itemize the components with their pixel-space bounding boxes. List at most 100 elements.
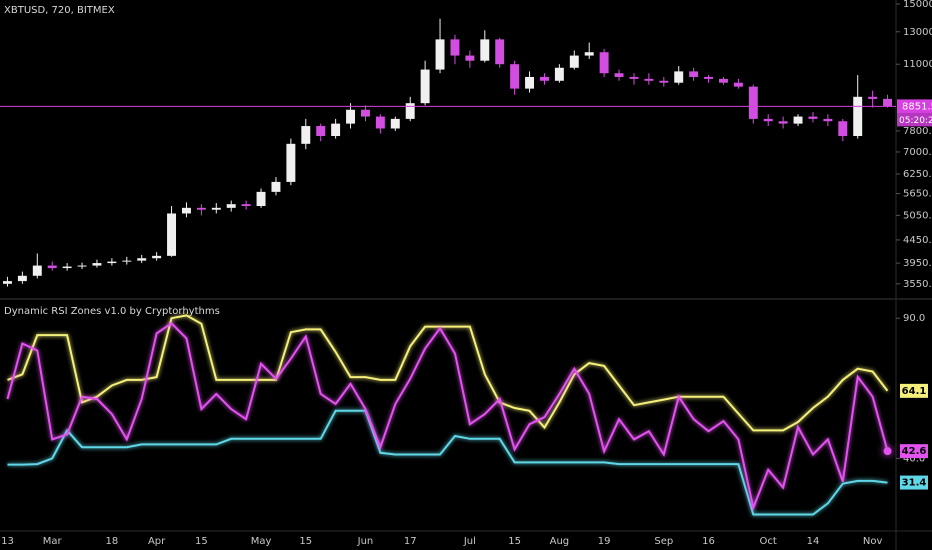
candle-body [271,181,281,192]
last-price-badge [897,99,932,114]
candle-body [689,71,699,77]
candle-body [659,80,669,83]
candle-body [450,39,460,56]
value-badge [900,383,928,398]
last-point [883,447,892,456]
x-tick-label: 15 [508,536,521,547]
candle-body [301,126,311,144]
candle-body [525,76,535,89]
candle-body [107,261,117,264]
candle-body [868,96,878,99]
x-tick-label: 15 [299,536,312,547]
candle-body [480,39,490,61]
candle-body [644,78,654,81]
x-tick-label: Oct [760,536,777,547]
candle-body [778,121,788,124]
candle-body [853,96,863,137]
value-badge [900,444,928,459]
series-line [6,322,889,512]
x-tick-label: 19 [598,536,611,547]
candle-body [510,64,520,89]
x-tick-label: 14 [807,536,820,547]
y-tick-label: 6250.0 [903,169,932,180]
last-price-label: 8851.5 [902,101,932,112]
candle-body [92,263,102,266]
candle-body [495,39,505,65]
candle-body [181,207,191,214]
candle-body [614,73,624,77]
candle-body [838,121,848,137]
candle-body [152,255,162,259]
countdown-badge [897,113,932,127]
candle-body [883,98,893,107]
candle-body [584,52,594,56]
candle-body [599,52,609,74]
x-tick-label: 16 [702,536,715,547]
x-tick-label: Nov [863,536,883,547]
value-badge-label: 42.6 [902,446,927,457]
y-tick-label: 13000.0 [903,27,932,38]
x-tick-label: Sep [654,536,673,547]
y-tick-label: 11000.0 [903,59,932,70]
x-tick-label: 13 [1,536,14,547]
candle-body [17,275,27,282]
candle-body [211,207,221,210]
x-tick-label: Apr [148,536,166,547]
candle-body [2,281,12,284]
price-title: XBTUSD, 720, BITMEX [4,5,115,16]
candle-body [167,213,177,256]
candle-body [375,116,385,129]
candle-body [435,39,445,70]
y-tick-label: 4450.0 [903,235,932,246]
candle-body [674,71,684,83]
y-tick-label: 5650.0 [903,189,932,200]
candle-body [465,55,475,61]
candle-body [405,103,415,119]
y-tick-label: 3550.0 [903,279,932,290]
indicator-title: Dynamic RSI Zones v1.0 by Cryptorhythms [4,306,220,317]
y-tick-label: 5050.0 [903,210,932,221]
candle-body [748,86,758,119]
y-tick-label: 3950.0 [903,258,932,269]
x-tick-label: Aug [550,536,570,547]
candle-body [256,191,266,206]
value-badge [900,475,928,490]
candle-body [196,207,206,210]
candle-body [733,82,743,87]
value-badge-label: 31.4 [902,478,927,489]
candle-body [539,76,549,81]
candle-body [47,265,57,269]
series-line [7,314,889,432]
candle-body [420,69,430,104]
x-tick-label: Mar [43,536,63,547]
y-tick-label: 40.0 [903,453,925,464]
candle-body [122,260,132,262]
x-tick-label: 17 [404,536,417,547]
candle-body [316,126,326,137]
candle-body [286,143,296,182]
x-tick-label: Jun [357,536,374,547]
candle-body [241,204,251,206]
candle-body [360,109,370,117]
candle-body [62,266,72,269]
y-tick-label: 15000.0 [903,0,932,10]
candle-body [763,118,773,122]
candle-body [226,204,236,208]
value-badge-label: 64.1 [902,386,927,397]
candle-body [137,258,147,261]
x-tick-label: May [251,536,272,547]
candle-body [390,118,400,129]
candle-body [554,67,564,81]
candle-body [77,265,87,267]
candle-body [346,109,356,124]
y-tick-label: 90.0 [903,313,925,324]
candle-body [629,76,639,79]
x-tick-label: 18 [106,536,119,547]
x-tick-label: Jul [463,536,476,547]
candle-body [718,78,728,83]
candle-body [569,55,579,68]
y-tick-label: 7000.0 [903,147,932,158]
y-tick-label: 7800.0 [903,126,932,137]
